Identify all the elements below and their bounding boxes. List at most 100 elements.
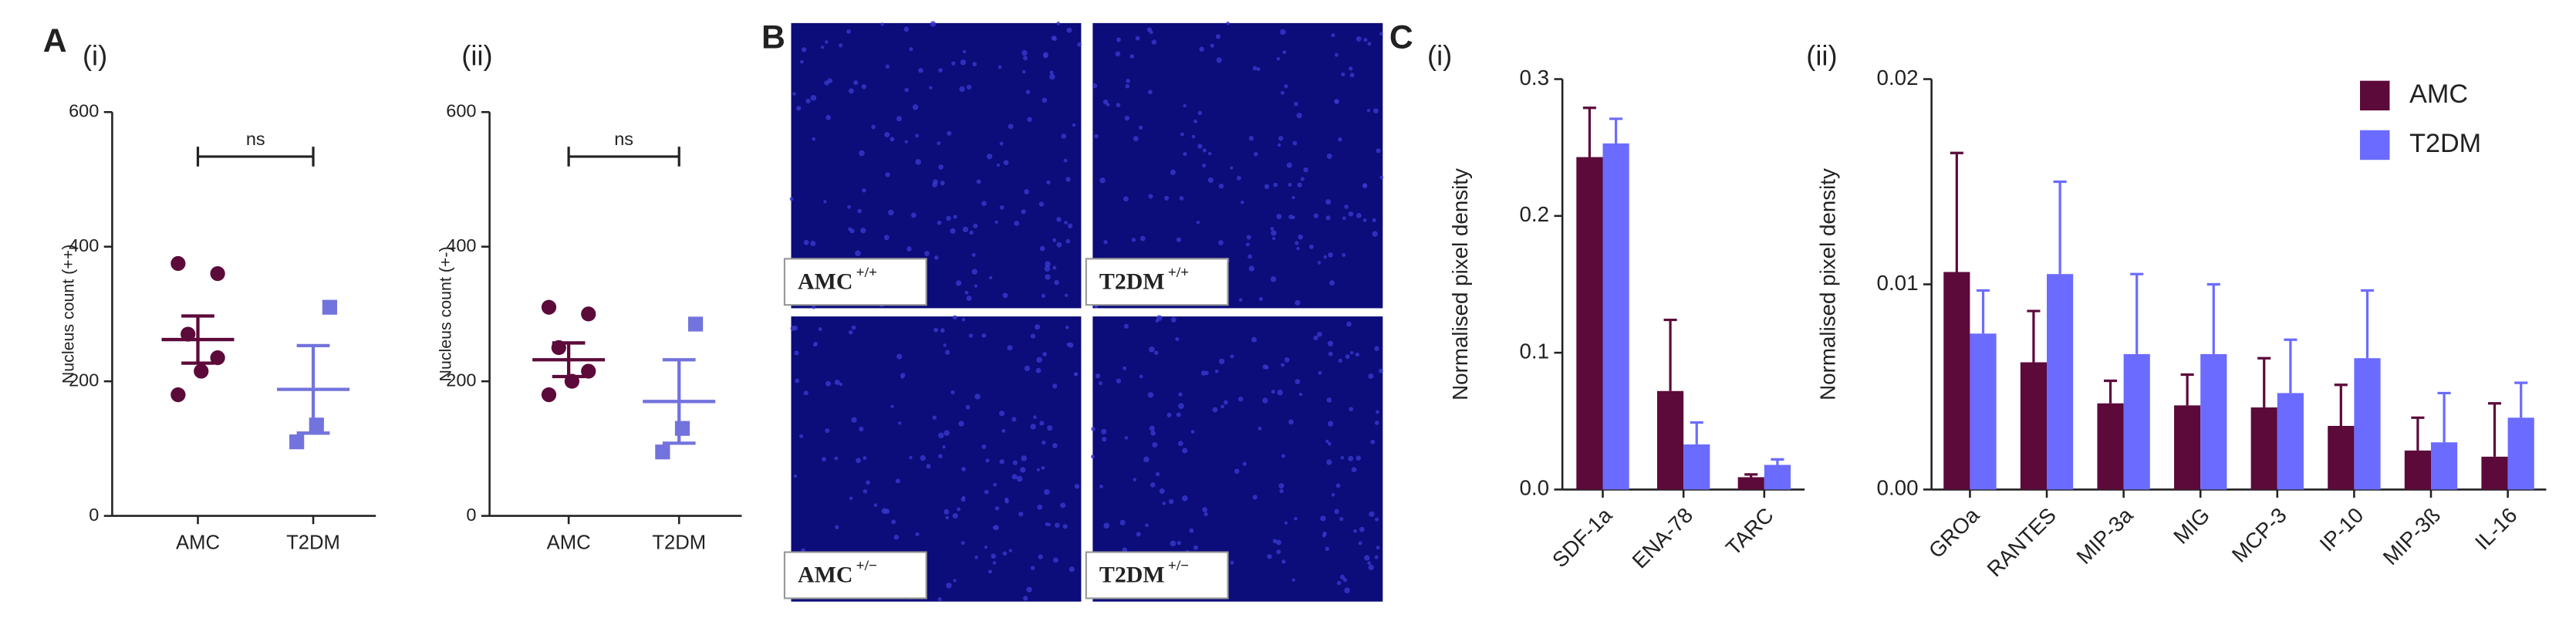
nucleus-dot — [1149, 346, 1155, 353]
nucleus-dot — [1298, 234, 1303, 240]
nucleus-dot — [1328, 351, 1333, 356]
nucleus-dot — [1215, 34, 1221, 39]
nucleus-dot — [1170, 540, 1177, 547]
nucleus-dot — [915, 532, 920, 536]
nucleus-dot — [1246, 235, 1251, 240]
nucleus-dot — [1318, 370, 1322, 375]
nucleus-dot — [938, 68, 943, 73]
nucleus-dot — [1168, 498, 1174, 505]
nucleus-dot — [1024, 365, 1031, 372]
y-tick-label: 0 — [466, 505, 476, 525]
nucleus-dot — [972, 62, 977, 67]
image-label-superscript: +/− — [1168, 558, 1189, 574]
nucleus-dot — [1068, 342, 1074, 348]
image-label-superscript: +/+ — [856, 265, 877, 281]
nucleus-dot — [1139, 235, 1146, 242]
nucleus-dot — [950, 390, 955, 395]
nucleus-dot — [1342, 577, 1348, 583]
nucleus-dot — [847, 204, 851, 209]
nucleus-dot — [1003, 160, 1009, 166]
nucleus-dot — [926, 464, 931, 469]
nucleus-dot — [853, 80, 859, 86]
nucleus-dot — [1270, 275, 1277, 282]
nucleus-dot — [1196, 220, 1200, 225]
nucleus-dot — [1054, 279, 1059, 285]
nucleus-dot — [1125, 84, 1130, 89]
error-bar — [1976, 289, 1990, 334]
error-bar — [1744, 473, 1758, 478]
nucleus-dot — [1182, 448, 1188, 454]
nucleus-dot — [1030, 566, 1035, 570]
x-tick-label: AMC — [176, 532, 220, 554]
x-tick-label: IP-10 — [2315, 503, 2368, 556]
nucleus-dot — [1356, 35, 1362, 42]
nucleus-dot — [1193, 119, 1198, 123]
data-point — [655, 444, 670, 460]
nucleus-dot — [1131, 238, 1136, 242]
nucleus-dot — [1103, 240, 1108, 245]
nucleus-dot — [883, 235, 890, 241]
nucleus-dot — [1238, 298, 1243, 302]
panel-title: (i) — [1427, 39, 1452, 71]
nucleus-dot — [915, 133, 920, 138]
image-label-box — [783, 551, 927, 600]
nucleus-dot — [1039, 421, 1045, 426]
nucleus-dot — [938, 432, 944, 439]
data-point — [170, 387, 186, 403]
nucleus-dot — [991, 553, 996, 559]
nucleus-dot — [1379, 368, 1383, 373]
y-tick-label: 200 — [446, 370, 476, 390]
data-point — [322, 299, 337, 315]
nucleus-dot — [994, 220, 998, 225]
nucleus-dot — [1155, 471, 1160, 477]
nucleus-dot — [1288, 182, 1292, 187]
nucleus-dot — [851, 417, 857, 423]
nucleus-dot — [1178, 403, 1184, 409]
image-label: AMC — [798, 269, 852, 294]
nucleus-dot — [1139, 374, 1143, 379]
nucleus-dot — [1295, 379, 1301, 384]
bar — [2507, 417, 2534, 490]
error-bar — [1582, 106, 1596, 157]
nucleus-dot — [938, 454, 943, 459]
data-point — [309, 417, 324, 433]
nucleus-dot — [792, 325, 798, 331]
nucleus-dot — [1258, 426, 1262, 431]
bar — [1576, 157, 1603, 490]
x-tick-label: TARC — [1721, 503, 1778, 560]
nucleus-dot — [890, 137, 895, 142]
nucleus-dot — [1062, 524, 1068, 529]
nucleus-dot — [944, 508, 950, 515]
nucleus-dot — [1055, 522, 1060, 528]
nucleus-dot — [1148, 194, 1153, 199]
image-label-superscript: +/+ — [1168, 265, 1189, 281]
nucleus-dot — [904, 140, 908, 144]
nucleus-dot — [1020, 467, 1026, 473]
nucleus-dot — [1308, 244, 1314, 249]
nucleus-dot — [1175, 336, 1180, 342]
nucleus-dot — [1339, 574, 1345, 579]
nucleus-dot — [1376, 546, 1380, 550]
nucleus-dot — [1021, 49, 1028, 56]
nucleus-dot — [1349, 350, 1354, 355]
nucleus-dot — [1284, 357, 1290, 363]
error-bar — [2514, 381, 2528, 418]
nucleus-dot — [1223, 400, 1228, 405]
nucleus-dot — [1340, 456, 1345, 460]
nucleus-dot — [1052, 443, 1058, 448]
nucleus-dot — [866, 480, 870, 485]
data-point — [181, 326, 196, 342]
nucleus-dot — [1284, 521, 1288, 525]
nucleus-dot — [863, 489, 868, 494]
nucleus-dot — [1123, 366, 1127, 370]
nucleus-dot — [951, 61, 956, 66]
nucleus-dot — [1216, 57, 1222, 63]
nucleus-dot — [1065, 238, 1071, 244]
nucleus-dot — [1011, 417, 1017, 422]
nucleus-dot — [984, 546, 988, 549]
x-tick-label: MCP-3 — [2227, 503, 2291, 567]
nucleus-dot — [1267, 554, 1272, 559]
nucleus-dot — [1149, 30, 1153, 35]
x-tick-label: IL-16 — [2470, 503, 2522, 555]
bar — [1656, 390, 1684, 490]
